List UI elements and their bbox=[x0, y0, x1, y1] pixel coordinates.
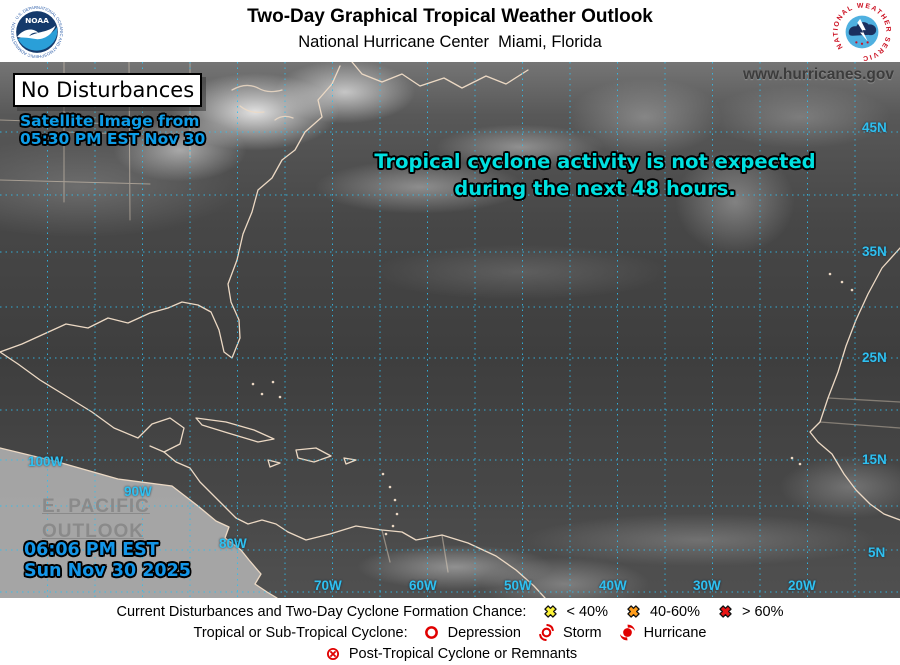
satellite-caption-line2: 05:30 PM EST Nov 30 bbox=[20, 129, 206, 148]
header: NATIONAL OCEANIC AND ATMOSPHERIC ADMINIS… bbox=[0, 0, 900, 62]
noaa-bird bbox=[17, 25, 56, 40]
x-icon-lt40 bbox=[540, 602, 560, 622]
lon-label-70w: 70W bbox=[314, 578, 342, 593]
epac-link-line2[interactable]: OUTLOOK bbox=[42, 521, 144, 542]
depression-icon bbox=[422, 623, 442, 643]
lat-label-45n: 45N bbox=[862, 120, 887, 135]
noaa-logo[interactable]: NATIONAL OCEANIC AND ATMOSPHERIC ADMINIS… bbox=[8, 3, 66, 61]
legend-post-tropical-line: Post-Tropical Cyclone or Remnants bbox=[323, 643, 577, 664]
outlook-message: Tropical cyclone activity is not expecte… bbox=[0, 148, 900, 202]
issue-time: 06:06 PM EST Sun Nov 30 2025 bbox=[24, 540, 191, 581]
lon-label-50w: 50W bbox=[504, 578, 532, 593]
lon-label-20w: 20W bbox=[788, 578, 816, 593]
lat-lon-grid bbox=[0, 62, 900, 598]
type-hurricane-label: Hurricane bbox=[643, 624, 707, 641]
lon-label-40w: 40W bbox=[599, 578, 627, 593]
formation-label: Current Disturbances and Two-Day Cyclone… bbox=[116, 603, 527, 620]
lon-label-30w: 30W bbox=[693, 578, 721, 593]
issue-time-line2: Sun Nov 30 2025 bbox=[24, 560, 191, 581]
lat-label-25n: 25N bbox=[862, 350, 887, 365]
post-tropical-label: Post-Tropical Cyclone or Remnants bbox=[348, 645, 578, 662]
website-text: www.hurricanes.gov bbox=[742, 66, 894, 83]
cyclone-label: Tropical or Sub-Tropical Cyclone: bbox=[193, 624, 408, 641]
legend-formation-line: Current Disturbances and Two-Day Cyclone… bbox=[117, 601, 784, 622]
outlook-message-line2: during the next 48 hours. bbox=[454, 177, 736, 200]
coastlines bbox=[0, 62, 900, 598]
legend-cyclone-line: Tropical or Sub-Tropical Cyclone: Depres… bbox=[193, 622, 707, 643]
page-subtitle: National Hurricane Center Miami, Florida bbox=[298, 33, 602, 51]
lon-label-100w: 100W bbox=[28, 454, 64, 469]
chance-lt40-label: < 40% bbox=[566, 603, 608, 620]
lon-label-90w: 90W bbox=[124, 484, 152, 499]
chance-40-60-label: 40-60% bbox=[649, 603, 700, 620]
outlook-message-line1: Tropical cyclone activity is not expecte… bbox=[374, 150, 816, 173]
lon-label-60w: 60W bbox=[409, 578, 437, 593]
nws-logo[interactable]: NATIONAL WEATHER SERVICE bbox=[832, 2, 892, 62]
legend: Current Disturbances and Two-Day Cyclone… bbox=[0, 598, 900, 665]
chance-gt60-label: > 60% bbox=[741, 603, 784, 620]
islands bbox=[251, 272, 854, 536]
page-title: Two-Day Graphical Tropical Weather Outlo… bbox=[247, 6, 653, 27]
storm-icon bbox=[537, 623, 557, 643]
map-overlay-graphics bbox=[0, 62, 900, 598]
nws-lightning bbox=[857, 18, 868, 42]
issue-time-line1: 06:06 PM EST bbox=[24, 540, 159, 560]
lon-label-80w: 80W bbox=[219, 536, 247, 551]
x-icon-40-60 bbox=[624, 602, 644, 622]
lat-label-35n: 35N bbox=[862, 244, 887, 259]
lat-label-15n: 15N bbox=[862, 452, 887, 467]
post-tropical-icon bbox=[323, 644, 343, 664]
satellite-map: No Disturbances Satellite Image from 05:… bbox=[0, 62, 900, 598]
epac-link-line1[interactable]: E. PACIFIC bbox=[42, 496, 150, 517]
status-box: No Disturbances bbox=[13, 73, 202, 107]
satellite-caption: Satellite Image from 05:30 PM EST Nov 30 bbox=[20, 112, 206, 148]
type-depression-label: Depression bbox=[447, 624, 521, 641]
type-storm-label: Storm bbox=[562, 624, 602, 641]
epac-outlook-link[interactable]: E. PACIFIC OUTLOOK bbox=[42, 494, 150, 544]
epac-region-overlay bbox=[0, 448, 277, 598]
svg-text:NOAA: NOAA bbox=[25, 16, 49, 25]
x-icon-gt60 bbox=[716, 602, 736, 622]
lat-label-5n: 5N bbox=[868, 545, 886, 560]
satellite-caption-line1: Satellite Image from bbox=[20, 112, 200, 130]
hurricane-icon bbox=[618, 623, 638, 643]
